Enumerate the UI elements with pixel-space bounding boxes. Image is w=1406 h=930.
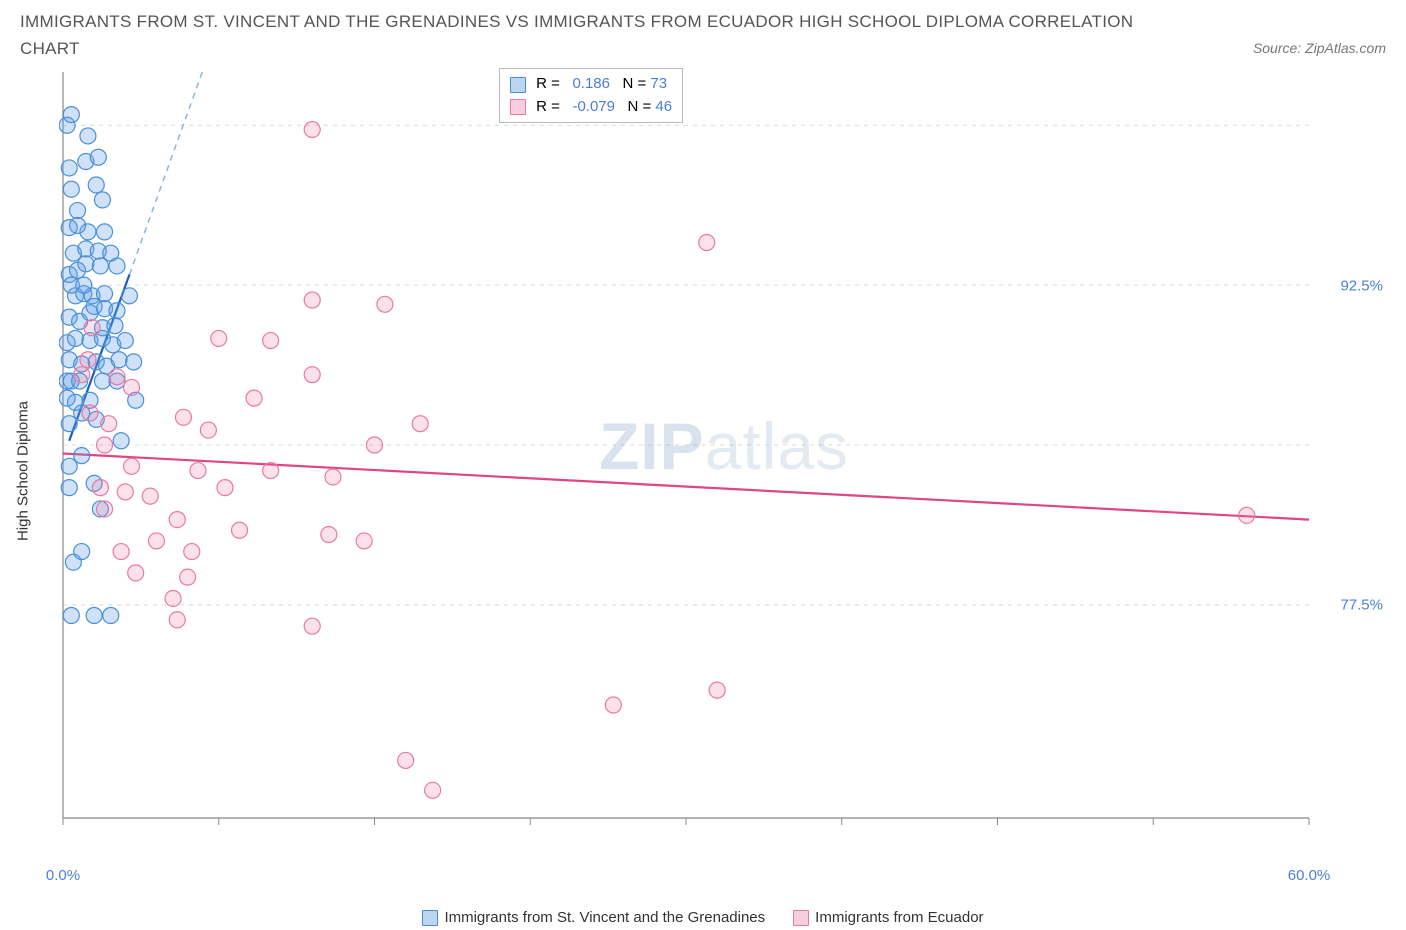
y-tick-label: 77.5% bbox=[1340, 597, 1383, 614]
legend-label: Immigrants from St. Vincent and the Gren… bbox=[444, 909, 765, 926]
plot-area: ZIPatlas R = 0.186 N = 73 R = -0.079 N =… bbox=[59, 66, 1389, 856]
legend-item: Immigrants from Ecuador bbox=[793, 909, 983, 926]
series-swatch bbox=[793, 910, 809, 926]
stats-row: R = 0.186 N = 73 bbox=[510, 73, 672, 96]
y-axis-label: High School Diploma bbox=[15, 401, 32, 541]
series-swatch bbox=[510, 99, 526, 115]
x-tick-label: 60.0% bbox=[1288, 867, 1331, 884]
stats-legend-box: R = 0.186 N = 73 R = -0.079 N = 46 bbox=[499, 68, 683, 123]
chart-container: High School Diploma ZIPatlas R = 0.186 N… bbox=[15, 66, 1395, 876]
scatter-plot-svg bbox=[59, 66, 1389, 856]
source-label: Source: ZipAtlas.com bbox=[1253, 40, 1386, 62]
y-tick-label: 92.5% bbox=[1340, 277, 1383, 294]
legend-item: Immigrants from St. Vincent and the Gren… bbox=[422, 909, 765, 926]
series-swatch bbox=[510, 77, 526, 93]
bottom-legend: Immigrants from St. Vincent and the Gren… bbox=[0, 909, 1406, 926]
series-swatch bbox=[422, 910, 438, 926]
x-tick-label: 0.0% bbox=[46, 867, 80, 884]
chart-title: IMMIGRANTS FROM ST. VINCENT AND THE GREN… bbox=[20, 8, 1140, 62]
legend-label: Immigrants from Ecuador bbox=[815, 909, 983, 926]
stats-row: R = -0.079 N = 46 bbox=[510, 96, 672, 119]
